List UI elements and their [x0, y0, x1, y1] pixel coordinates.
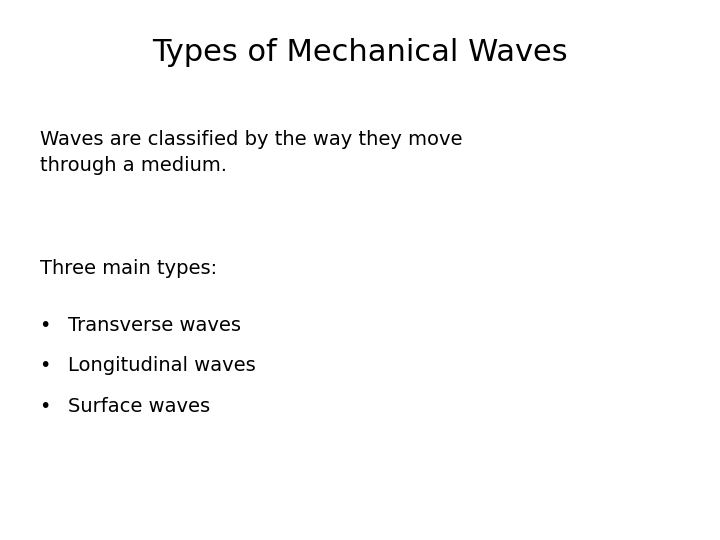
Text: Waves are classified by the way they move
through a medium.: Waves are classified by the way they mov… [40, 130, 462, 175]
Text: Longitudinal waves: Longitudinal waves [68, 356, 256, 375]
Text: Transverse waves: Transverse waves [68, 316, 241, 335]
Text: Surface waves: Surface waves [68, 397, 210, 416]
Text: •: • [40, 356, 51, 375]
Text: Types of Mechanical Waves: Types of Mechanical Waves [152, 38, 568, 67]
Text: •: • [40, 316, 51, 335]
Text: •: • [40, 397, 51, 416]
Text: Three main types:: Three main types: [40, 259, 217, 278]
